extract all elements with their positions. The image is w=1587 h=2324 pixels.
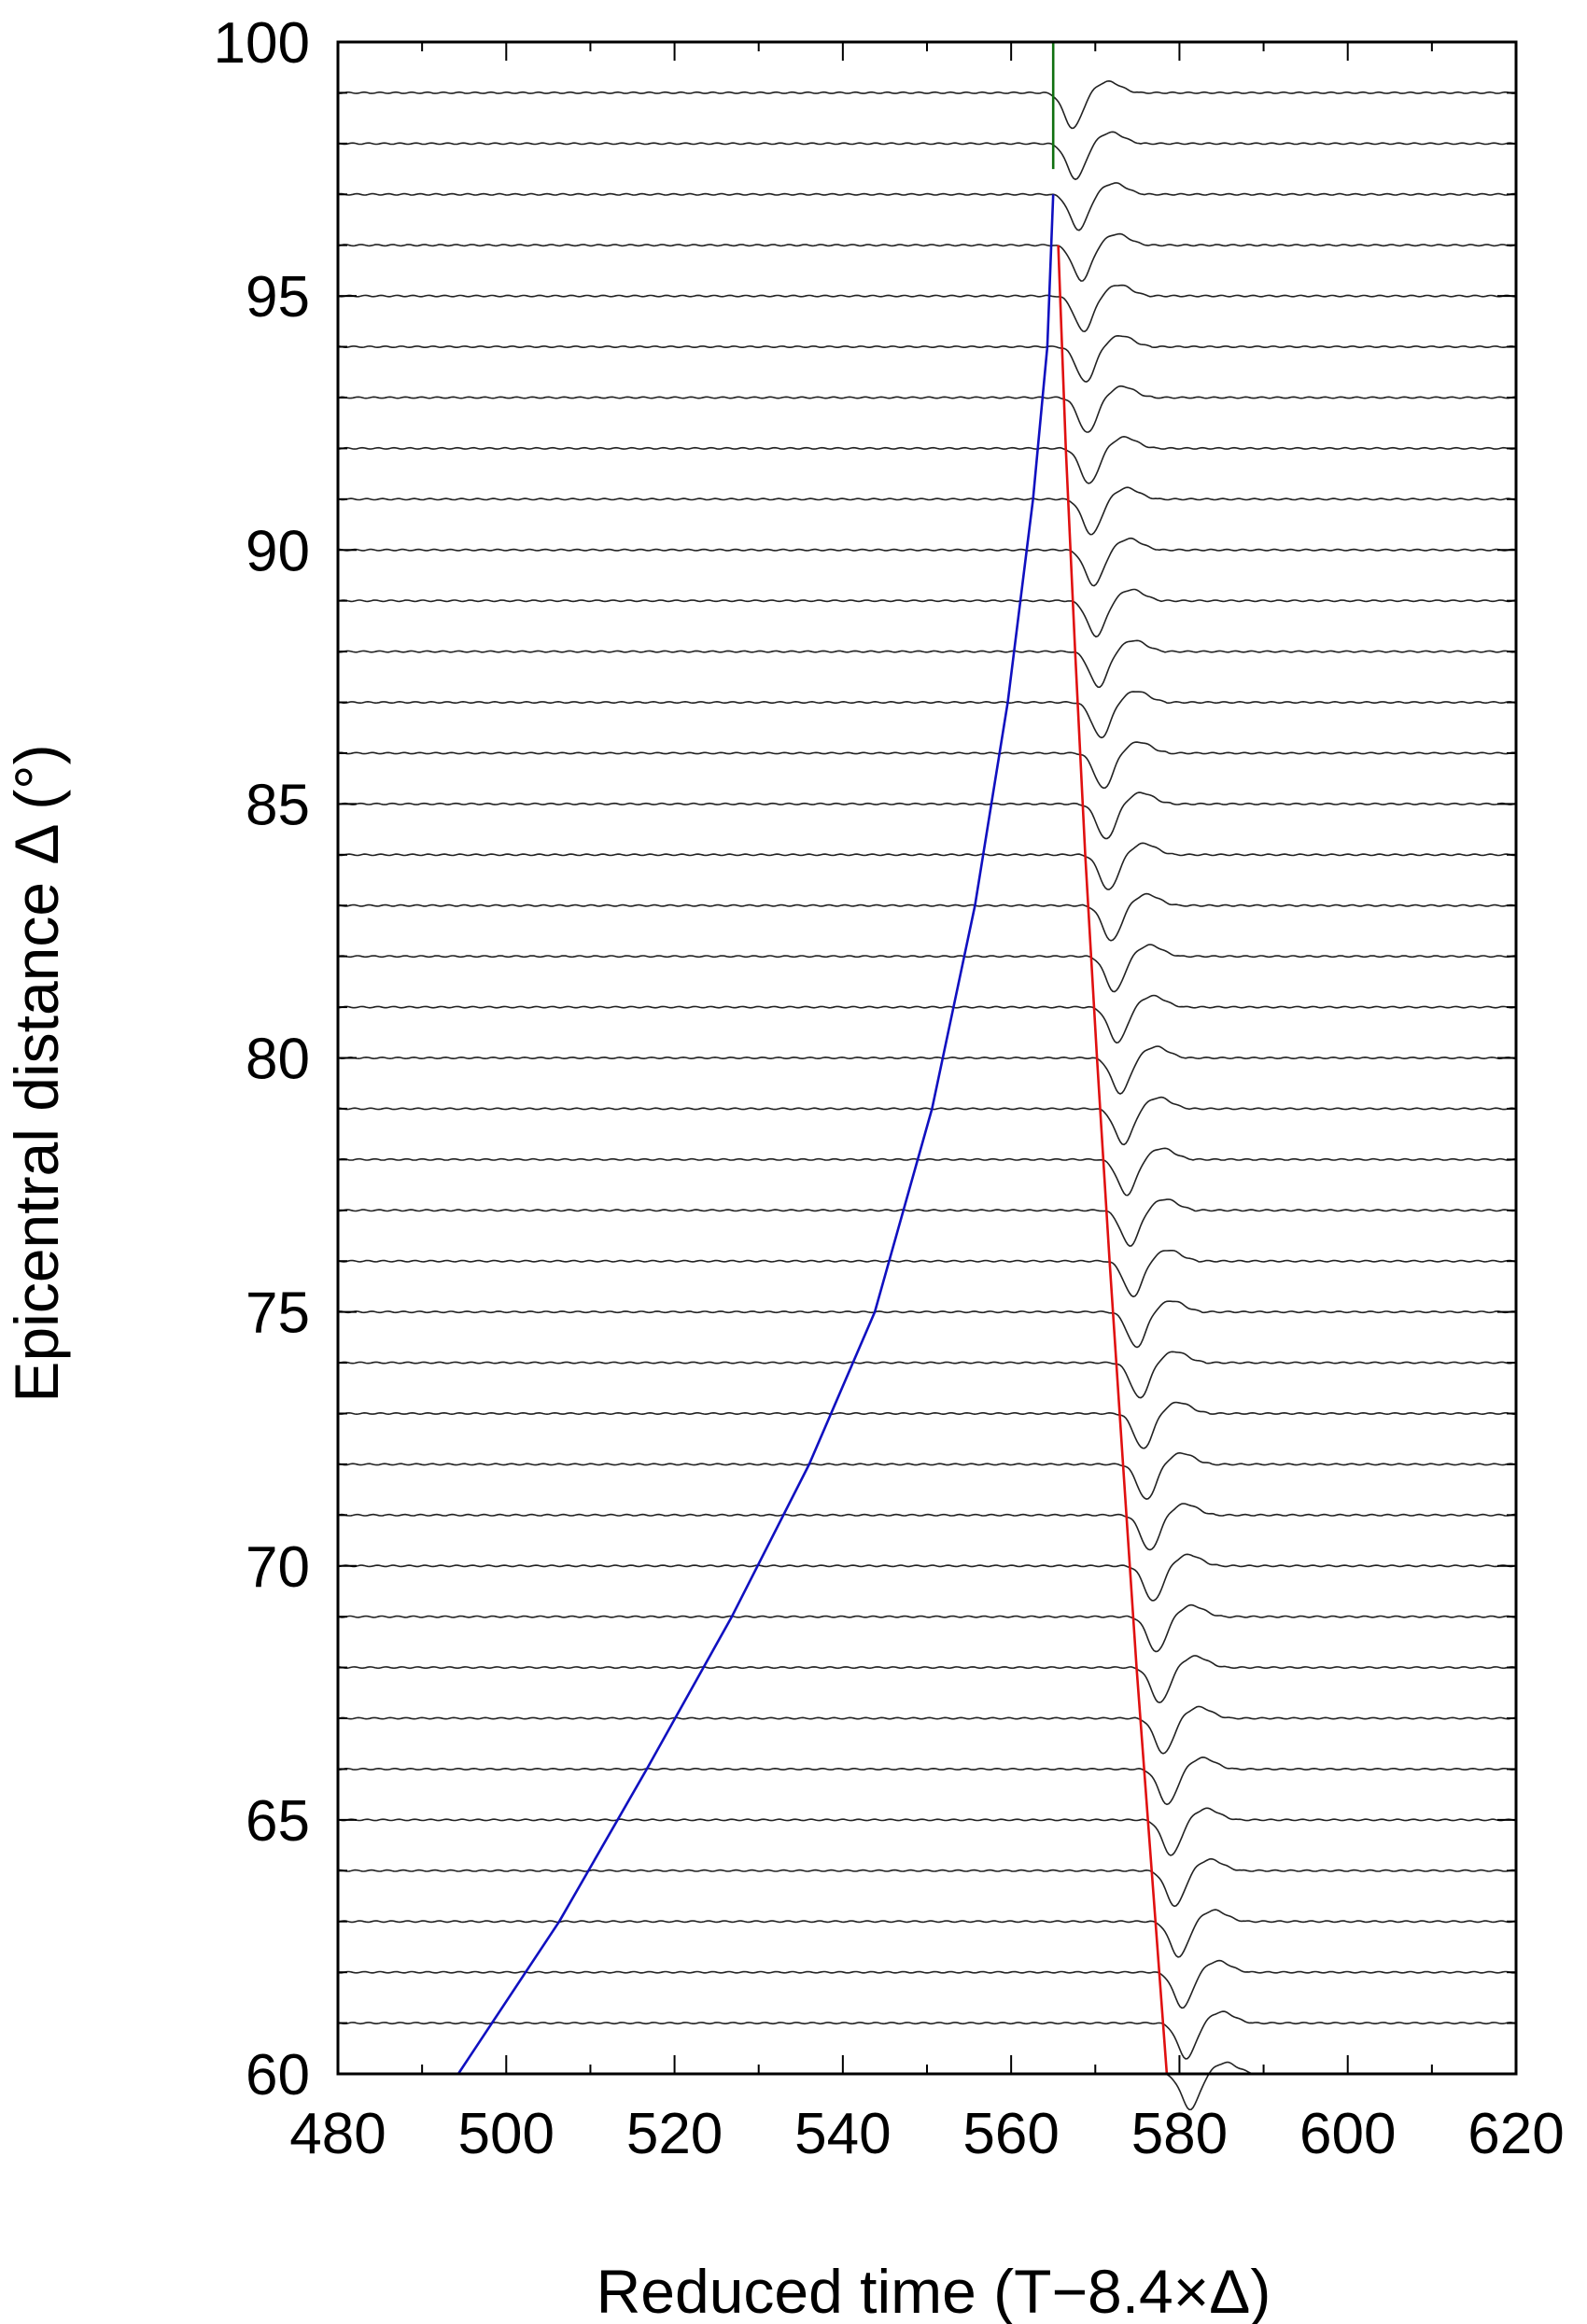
x-tick-label: 520 — [626, 2102, 723, 2166]
seismogram-traces — [337, 79, 1517, 2111]
y-tick-labels: 60 65 70 75 80 85 90 95 100 — [214, 11, 310, 2107]
y-tick-label: 75 — [246, 1281, 310, 1346]
seismogram-trace — [337, 1503, 1517, 1551]
seismogram-trace — [337, 1603, 1516, 1653]
seismogram-trace — [337, 944, 1516, 993]
y-tick-label: 95 — [246, 265, 310, 329]
travel-time-curves — [456, 42, 1169, 2075]
x-tick-labels: 480 500 520 540 560 580 600 620 — [289, 2102, 1564, 2166]
seismogram-trace — [337, 1553, 1517, 1602]
seismogram-trace — [337, 1401, 1517, 1449]
travel-time-curve-1 — [456, 194, 1055, 2075]
seismogram-trace — [338, 537, 1517, 587]
seismogram-trace — [337, 1198, 1517, 1247]
seismogram-trace — [337, 791, 1517, 840]
seismogram-trace — [337, 1655, 1517, 1704]
y-tick-label: 85 — [246, 773, 310, 837]
seismogram-trace — [337, 1705, 1517, 1755]
x-tick-label: 580 — [1131, 2102, 1228, 2166]
y-tick-label: 65 — [246, 1789, 310, 1854]
y-tick-label: 80 — [246, 1028, 310, 1092]
x-tick-label: 540 — [794, 2102, 891, 2166]
seismogram-trace — [337, 1807, 1517, 1856]
y-tick-label: 70 — [246, 1535, 310, 1600]
x-tick-label: 620 — [1468, 2102, 1564, 2166]
x-axis-label: Reduced time (T−8.4×Δ) — [597, 2257, 1271, 2324]
x-tick-label: 600 — [1299, 2102, 1396, 2166]
seismogram-trace — [337, 1250, 1517, 1298]
y-tick-label: 60 — [246, 2043, 310, 2107]
x-tick-label: 560 — [962, 2102, 1059, 2166]
axis-ticks — [337, 41, 1517, 2075]
seismogram-trace — [337, 284, 1517, 333]
seismogram-trace — [337, 1451, 1517, 1500]
seismogram-trace — [337, 842, 1517, 890]
seismogram-trace — [337, 1857, 1517, 1908]
seismogram-trace — [337, 1351, 1517, 1399]
seismogram-trace — [337, 1147, 1517, 1197]
seismogram-trace — [337, 639, 1517, 689]
seismogram-trace — [337, 182, 1517, 231]
x-tick-label: 500 — [458, 2102, 555, 2166]
y-tick-label: 90 — [246, 519, 310, 583]
seismogram-trace — [337, 1959, 1517, 2009]
seismogram-trace — [337, 2010, 1517, 2060]
x-tick-label: 480 — [289, 2102, 386, 2166]
seismogram-trace — [337, 1300, 1517, 1349]
y-axis-label: Epicentral distance Δ (°) — [2, 744, 71, 1402]
seismogram-trace — [337, 385, 1516, 433]
seismogram-trace — [337, 741, 1517, 790]
seismogram-trace — [337, 1909, 1517, 1958]
seismogram-trace — [338, 1756, 1517, 1806]
seismogram-trace — [337, 131, 1517, 181]
seismogram-trace — [337, 334, 1517, 383]
seismogram-trace — [337, 892, 1517, 942]
travel-time-curve-2 — [1057, 245, 1169, 2075]
seismogram-trace — [337, 435, 1517, 484]
seismogram-trace — [337, 691, 1517, 739]
y-tick-label: 100 — [214, 11, 310, 76]
seismogram-trace — [337, 994, 1517, 1044]
seismogram-trace — [338, 1096, 1517, 1146]
seismogram-trace — [337, 588, 1517, 638]
seismogram-trace — [337, 79, 1517, 130]
seismogram-trace — [337, 1045, 1517, 1095]
seismogram-trace — [337, 486, 1517, 536]
seismogram-trace — [337, 232, 1517, 282]
